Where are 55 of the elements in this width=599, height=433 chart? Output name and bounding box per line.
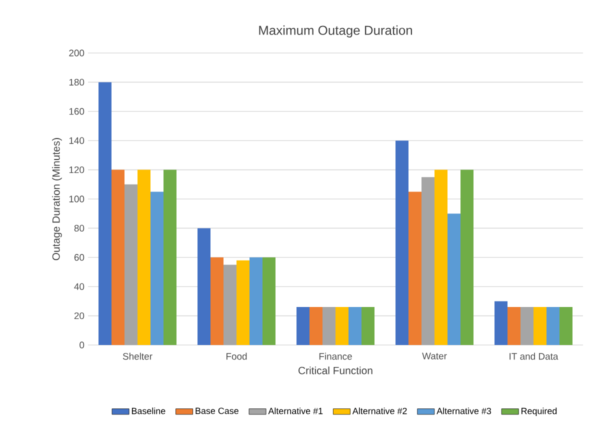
chart-title: Maximum Outage Duration [259, 25, 412, 38]
bar [262, 257, 276, 345]
bar [124, 184, 138, 345]
y-tick-label: 20 [74, 312, 84, 320]
bar [362, 307, 374, 345]
bar [546, 307, 560, 345]
bar [508, 307, 520, 345]
bar [560, 307, 572, 345]
bar [164, 170, 176, 345]
bar [112, 170, 124, 345]
bar [408, 192, 422, 345]
x-tick-label: Finance [319, 352, 352, 360]
y-tick-label: 140 [69, 137, 84, 144]
bar [98, 82, 112, 345]
x-tick-label: Food [226, 352, 247, 360]
y-tick-label: 160 [69, 108, 84, 115]
bar [434, 170, 448, 345]
x-tick-label: IT and Data [510, 352, 558, 360]
y-tick-label: 120 [69, 166, 84, 174]
y-tick-label: 100 [69, 196, 84, 202]
bar [322, 307, 336, 345]
bar [336, 307, 348, 345]
bar [296, 307, 310, 345]
y-tick-label: 0 [80, 342, 84, 348]
bar [236, 260, 250, 345]
bar [534, 307, 546, 345]
bar [494, 301, 508, 345]
y-tick-label: 80 [74, 224, 84, 232]
bar [448, 214, 460, 345]
bar [198, 228, 210, 345]
bar [150, 192, 164, 345]
bar [310, 307, 322, 345]
bar [348, 307, 362, 345]
y-tick-label: 40 [74, 283, 84, 290]
bar [210, 257, 224, 345]
x-axis-title: Critical Function [298, 366, 372, 374]
bar [396, 140, 408, 345]
legend-label: Alternative #2 [352, 408, 407, 414]
legend-label: Required [522, 408, 557, 416]
bar [422, 177, 434, 345]
bar [520, 307, 534, 345]
legend-label: Alternative #3 [436, 408, 492, 414]
bar [460, 170, 474, 345]
y-tick-label: 180 [69, 78, 84, 86]
legend-label: Alternative #1 [268, 408, 323, 414]
bar [224, 264, 236, 345]
legend-label: Baseline [132, 408, 166, 414]
x-tick-label: Water [422, 352, 447, 360]
x-tick-label: Shelter [122, 352, 152, 360]
legend-label: Base Case [196, 408, 238, 414]
y-tick-label: 60 [74, 254, 84, 261]
y-tick-label: 200 [69, 50, 84, 56]
bar [138, 170, 150, 345]
bar [250, 257, 262, 345]
y-axis-title: Outage Duration (Minutes) [52, 138, 62, 260]
